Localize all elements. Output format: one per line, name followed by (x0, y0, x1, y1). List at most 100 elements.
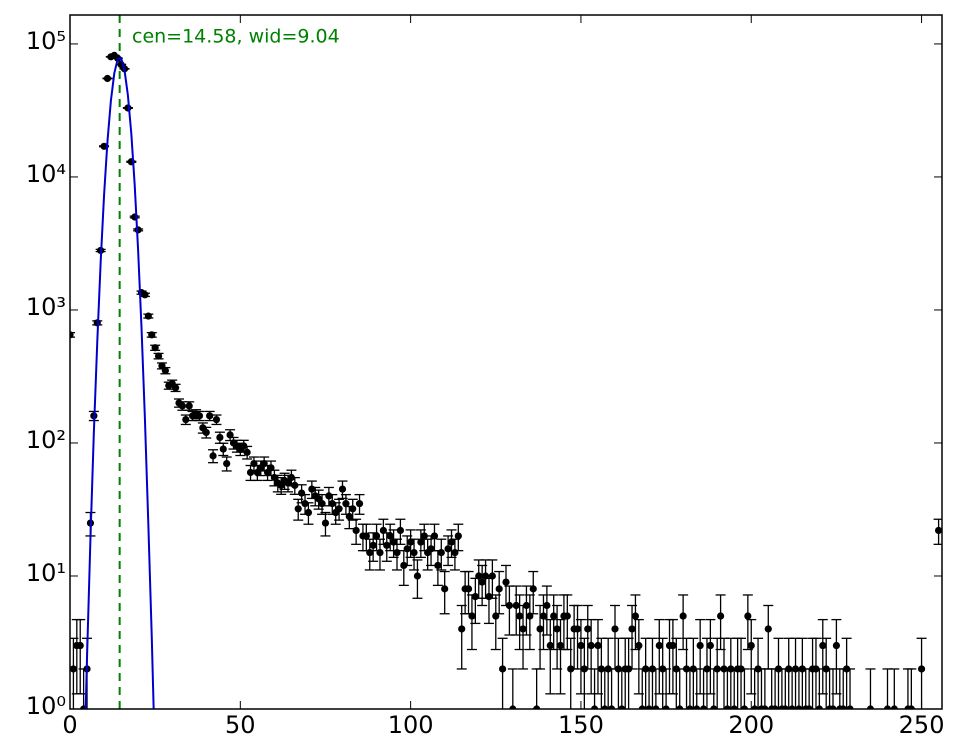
data-point (829, 705, 837, 709)
data-point (468, 612, 476, 620)
data-point (553, 625, 561, 633)
y-tick-label: 10¹ (26, 559, 66, 587)
data-point (607, 705, 616, 709)
data-point (563, 612, 571, 620)
data-point (519, 625, 527, 633)
data-point (669, 641, 677, 650)
data-point (676, 705, 684, 709)
data-point (638, 705, 646, 709)
error-bar (739, 668, 750, 709)
data-point (427, 545, 435, 553)
data-point (635, 641, 643, 650)
data-point (536, 625, 544, 633)
data-point (485, 592, 493, 601)
error-bar (821, 637, 832, 709)
data-point (628, 625, 636, 633)
data-point (294, 505, 302, 513)
y-tick-label: 10⁴ (26, 160, 66, 188)
data-point (788, 705, 796, 709)
y-tick-label: 10² (26, 426, 66, 454)
data-point (209, 452, 217, 460)
data-point (584, 625, 592, 633)
data-point (761, 705, 769, 709)
data-point (730, 705, 738, 709)
error-bar (753, 637, 764, 709)
data-point (413, 572, 422, 580)
data-point (883, 705, 892, 709)
x-tick-label: 50 (225, 711, 256, 739)
error-bar (797, 637, 808, 709)
data-point (291, 481, 299, 489)
data-point (740, 705, 749, 709)
data-point (516, 612, 524, 620)
data-point (325, 492, 333, 500)
data-point (744, 612, 752, 620)
data-point (206, 412, 214, 420)
error-bar (688, 637, 699, 709)
data-point (543, 601, 551, 610)
data-point (441, 585, 449, 593)
data-point (846, 705, 854, 709)
data-point (437, 548, 445, 557)
data-point (103, 74, 112, 83)
data-point (934, 526, 942, 535)
data-point (304, 508, 313, 517)
data-point (512, 601, 520, 610)
fit-line (84, 56, 155, 709)
data-point (539, 612, 548, 620)
error-bar (810, 637, 821, 709)
x-tick-label: 150 (558, 711, 604, 739)
data-point (396, 526, 405, 535)
data-point (631, 612, 640, 620)
data-point (703, 665, 711, 673)
data-point (223, 459, 231, 468)
data-point (533, 705, 541, 709)
error-bar (671, 637, 682, 709)
data-point (349, 505, 357, 513)
data-point (335, 505, 343, 513)
error-bar (773, 637, 784, 709)
data-point (556, 641, 565, 650)
error-bar (657, 637, 668, 709)
error-bar (603, 637, 614, 709)
data-point (410, 548, 418, 557)
data-point (212, 415, 221, 424)
error-bar (865, 668, 876, 709)
data-point (386, 532, 394, 540)
data-point (154, 352, 163, 360)
error-bar (736, 637, 747, 709)
data-point (723, 705, 732, 709)
data-point (454, 532, 462, 540)
error-bar (70, 331, 75, 338)
data-point (226, 431, 234, 439)
data-point (693, 705, 701, 709)
data-point (781, 705, 789, 709)
data-point (151, 344, 159, 352)
data-point (420, 532, 428, 540)
data-point (389, 538, 398, 546)
data-point (141, 291, 149, 299)
data-point (403, 545, 411, 553)
data-point (434, 561, 442, 570)
data-point (100, 142, 108, 150)
data-point (171, 384, 180, 392)
data-point (590, 705, 599, 709)
data-point (696, 641, 704, 650)
data-point (219, 445, 227, 453)
y-tick-label: 10⁵ (26, 27, 66, 55)
data-point (216, 433, 224, 442)
data-point (577, 641, 585, 650)
data-point (478, 578, 486, 586)
data-point (338, 485, 347, 493)
data-point (495, 585, 503, 593)
data-point (464, 585, 473, 593)
data-point (246, 468, 255, 477)
data-point (655, 641, 663, 650)
data-point (819, 641, 827, 650)
x-tick-label: 250 (899, 711, 945, 739)
error-bar (439, 570, 450, 615)
annotation: cen=14.58, wid=9.04 (132, 26, 340, 48)
data-point (488, 572, 496, 580)
data-point (716, 612, 725, 620)
